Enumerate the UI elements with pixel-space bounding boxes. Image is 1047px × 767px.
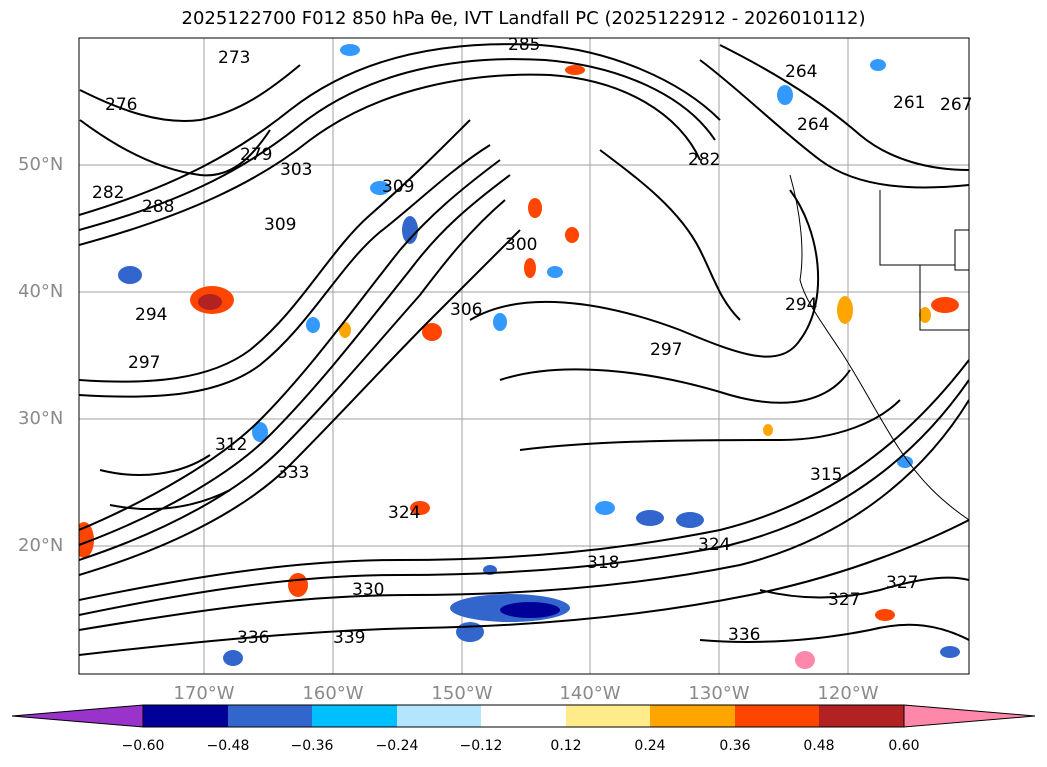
contour-label: 273 <box>218 48 250 68</box>
lon-label-150w: 150°W <box>431 683 493 704</box>
contour-label: 315 <box>810 465 842 485</box>
theta-e-contours <box>79 43 969 656</box>
lon-label-140w: 140°W <box>559 683 621 704</box>
contour-labels: 273 276 279 282 285 288 294 297 300 303 … <box>92 35 972 648</box>
lon-label-170w: 170°W <box>173 683 235 704</box>
ivt-shading <box>79 44 960 669</box>
colorbar-tick: 0.12 <box>550 738 582 754</box>
lat-label-50: 50°N <box>18 154 64 175</box>
contour-label: 294 <box>135 305 167 325</box>
colorbar-segment <box>312 705 397 727</box>
colorbar-segment <box>481 705 566 727</box>
contour-label: 318 <box>587 553 619 573</box>
contour-label: 294 <box>785 295 817 315</box>
colorbar-segment <box>397 705 481 727</box>
colorbar-tick: 0.48 <box>803 738 835 754</box>
contour-label: 327 <box>886 573 918 593</box>
lat-label-30: 30°N <box>18 408 64 429</box>
coastline <box>789 174 969 521</box>
figure-title: 2025122700 F012 850 hPa θe, IVT Landfall… <box>181 8 866 29</box>
graticule <box>79 38 969 674</box>
colorbar-tick: −0.48 <box>206 738 250 754</box>
lon-label-120w: 120°W <box>817 683 879 704</box>
map-frame <box>78 37 970 675</box>
lon-label-130w: 130°W <box>688 683 750 704</box>
contour-label: 336 <box>728 625 760 645</box>
lat-label-40: 40°N <box>18 281 64 302</box>
colorbar-segment <box>903 704 1036 728</box>
contour-label: 282 <box>688 150 720 170</box>
colorbar-frame <box>142 704 905 728</box>
contour-label: 312 <box>215 435 247 455</box>
contour-label: 276 <box>105 95 137 115</box>
colorbar-segment <box>228 705 312 727</box>
lat-label-20: 20°N <box>18 535 64 556</box>
contour-label: 279 <box>240 145 272 165</box>
contour-label: 336 <box>237 628 269 648</box>
colorbar-tick: −0.12 <box>459 738 503 754</box>
colorbar <box>11 704 1036 728</box>
contour-label: 297 <box>650 340 682 360</box>
contour-label: 309 <box>264 215 296 235</box>
map-canvas: 273 276 279 282 285 288 294 297 300 303 … <box>78 35 972 675</box>
contour-label: 288 <box>142 197 174 217</box>
colorbar-tick: 0.60 <box>888 738 920 754</box>
colorbar-tick: 0.24 <box>634 738 666 754</box>
colorbar-tick: −0.24 <box>375 738 419 754</box>
contour-label: 333 <box>277 463 309 483</box>
colorbar-segment <box>819 705 904 727</box>
contour-label: 264 <box>785 62 817 82</box>
contour-label: 282 <box>92 183 124 203</box>
colorbar-segment <box>735 705 819 727</box>
contour-label: 300 <box>505 235 537 255</box>
contour-label: 309 <box>382 177 414 197</box>
contour-label: 285 <box>508 35 540 55</box>
map-frame-bg <box>79 38 969 674</box>
contour-label: 297 <box>128 353 160 373</box>
contour-label: 327 <box>828 590 860 610</box>
colorbar-segment <box>143 705 228 727</box>
contour-label: 324 <box>388 503 420 523</box>
colorbar-tick: 0.36 <box>719 738 751 754</box>
colorbar-tick: −0.60 <box>121 738 165 754</box>
contour-label: 261 <box>893 93 925 113</box>
contour-label: 303 <box>280 160 312 180</box>
contour-label: 324 <box>698 535 730 555</box>
contour-label: 264 <box>797 115 829 135</box>
lon-label-160w: 160°W <box>302 683 364 704</box>
contour-label: 339 <box>333 628 365 648</box>
contour-label: 330 <box>352 580 384 600</box>
contour-label: 306 <box>450 300 482 320</box>
contour-label: 267 <box>940 95 972 115</box>
colorbar-segment <box>11 704 144 728</box>
colorbar-tick: −0.36 <box>290 738 334 754</box>
colorbar-segment <box>650 705 735 727</box>
colorbar-segment <box>566 705 650 727</box>
